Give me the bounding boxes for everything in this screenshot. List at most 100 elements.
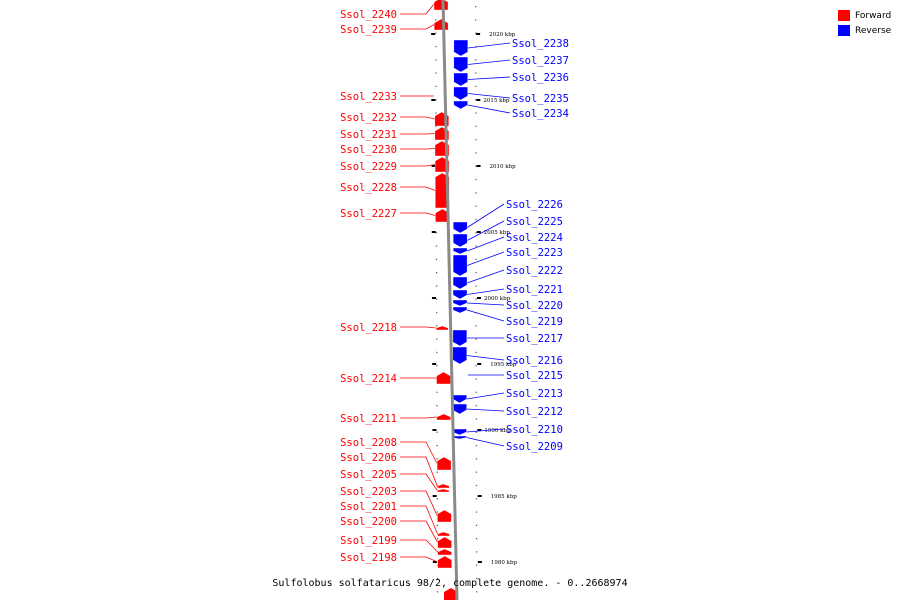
reverse-gene-Ssol_2223 [452,254,468,277]
gene-label-Ssol_2221[interactable]: Ssol_2221 [506,284,563,296]
legend: Forward Reverse [838,8,891,38]
gene-label-Ssol_2203[interactable]: Ssol_2203 [340,486,397,498]
gene-label-Ssol_2210[interactable]: Ssol_2210 [506,424,563,436]
forward-gene-Ssol_2205 [437,488,450,493]
gene-label-Ssol_2238[interactable]: Ssol_2238 [512,38,569,50]
minor-tick [475,72,477,74]
minor-tick [475,418,477,420]
gene-label-Ssol_2228[interactable]: Ssol_2228 [340,182,397,194]
minor-tick [475,325,477,327]
reverse-gene-Ssol_2213 [452,394,467,404]
label-leader [467,220,505,241]
major-tick-right [477,495,482,497]
label-leader [400,3,435,15]
minor-tick [436,458,438,460]
gene-label-Ssol_2231[interactable]: Ssol_2231 [340,129,397,141]
gene-label-Ssol_2240[interactable]: Ssol_2240 [340,9,397,21]
label-leader [400,473,438,491]
minor-tick [475,524,478,526]
gene-label-Ssol_2211[interactable]: Ssol_2211 [340,413,397,425]
minor-tick [475,444,478,447]
forward-gene-Ssol_2239 [433,18,449,31]
reverse-gene-Ssol_2212 [452,403,467,415]
scale-ticks: 2020 kbp 2015 kbp 2010 kbp 2005 kbp 2000 kbp… [431,32,517,566]
gene-label-Ssol_2201[interactable]: Ssol_2201 [340,501,397,513]
gene-label-Ssol_2214[interactable]: Ssol_2214 [340,373,397,385]
label-leader [466,269,505,284]
minor-tick [435,45,437,48]
scale-tick-label: 2020 kbp [489,32,516,38]
gene-label-Ssol_2224[interactable]: Ssol_2224 [506,232,563,244]
gene-label-Ssol_2229[interactable]: Ssol_2229 [340,161,397,173]
gene-labels: Ssol_2240 Ssol_2239 Ssol_2233 Ssol_2232 Ssol… [340,9,569,564]
gene-label-Ssol_2233[interactable]: Ssol_2233 [340,91,397,103]
gene-label-Ssol_2200[interactable]: Ssol_2200 [340,516,397,528]
gene-label-Ssol_2212[interactable]: Ssol_2212 [506,406,563,418]
forward-gene-Ssol_2211 [436,413,451,421]
gene-label-Ssol_2232[interactable]: Ssol_2232 [340,112,397,124]
minor-tick [475,112,477,114]
major-tick-right [476,165,481,167]
minor-tick [436,564,439,566]
minor-tick [436,538,439,540]
minor-tick [475,285,477,287]
gene-label-Ssol_2226[interactable]: Ssol_2226 [506,199,563,211]
gene-label-Ssol_2213[interactable]: Ssol_2213 [506,388,563,400]
label-leader [400,24,435,30]
gene-label-Ssol_2198[interactable]: Ssol_2198 [340,552,397,564]
label-leader [466,309,505,322]
reverse-legend-label: Reverse [855,25,892,36]
gene-label-Ssol_2217[interactable]: Ssol_2217 [506,333,563,345]
gene-label-Ssol_2220[interactable]: Ssol_2220 [506,300,563,312]
gene-label-Ssol_2223[interactable]: Ssol_2223 [506,247,563,259]
minor-tick [475,258,477,260]
minor-tick [436,325,438,327]
label-leader [400,326,437,329]
gene-label-Ssol_2205[interactable]: Ssol_2205 [340,469,397,481]
major-tick-left [431,231,436,233]
minor-tick [475,32,477,34]
minor-tick [435,112,437,114]
label-leader [466,251,505,266]
reverse-gene-Ssol_2221 [452,289,468,300]
label-leader [466,392,505,400]
minor-tick [475,351,477,354]
gene-label-Ssol_2227[interactable]: Ssol_2227 [340,208,397,220]
label-leader [466,355,505,361]
gene-label-Ssol_2237[interactable]: Ssol_2237 [512,55,569,67]
major-tick-left [431,297,436,299]
gene-label-Ssol_2230[interactable]: Ssol_2230 [340,144,397,156]
minor-tick [435,232,438,234]
gene-label-Ssol_2235[interactable]: Ssol_2235 [512,93,569,105]
minor-tick [475,152,477,154]
minor-tick [436,498,438,500]
label-leader [466,428,505,433]
forward-gene-Ssol_2206 [437,483,450,489]
forward-gene-Ssol_2203 [437,509,452,523]
gene-label-Ssol_2239[interactable]: Ssol_2239 [340,24,397,36]
gene-label-Ssol_2208[interactable]: Ssol_2208 [340,437,397,449]
gene-label-Ssol_2222[interactable]: Ssol_2222 [506,265,563,277]
gene-label-Ssol_2216[interactable]: Ssol_2216 [506,355,563,367]
minor-tick [436,351,438,354]
gene-label-Ssol_2206[interactable]: Ssol_2206 [340,452,397,464]
gene-label-Ssol_2234[interactable]: Ssol_2234 [512,108,569,120]
major-tick-left [432,495,437,497]
major-tick-right [477,429,482,431]
gene-label-Ssol_2225[interactable]: Ssol_2225 [506,216,563,228]
label-leader [400,556,438,563]
scale-tick-label: 2010 kbp [490,164,517,170]
gene-label-Ssol_2215[interactable]: Ssol_2215 [506,370,563,382]
gene-label-Ssol_2209[interactable]: Ssol_2209 [506,441,563,453]
minor-tick [475,591,478,593]
minor-tick [436,365,438,367]
gene-label-Ssol_2199[interactable]: Ssol_2199 [340,535,397,547]
gene-label-Ssol_2236[interactable]: Ssol_2236 [512,72,569,84]
genome-backbone [441,0,459,600]
gene-label-Ssol_2218[interactable]: Ssol_2218 [340,322,397,334]
gene-label-Ssol_2219[interactable]: Ssol_2219 [506,316,563,328]
minor-tick [435,298,438,300]
minor-tick [475,391,477,393]
minor-tick [475,551,478,553]
reverse-gene-Ssol_2237 [453,56,468,73]
